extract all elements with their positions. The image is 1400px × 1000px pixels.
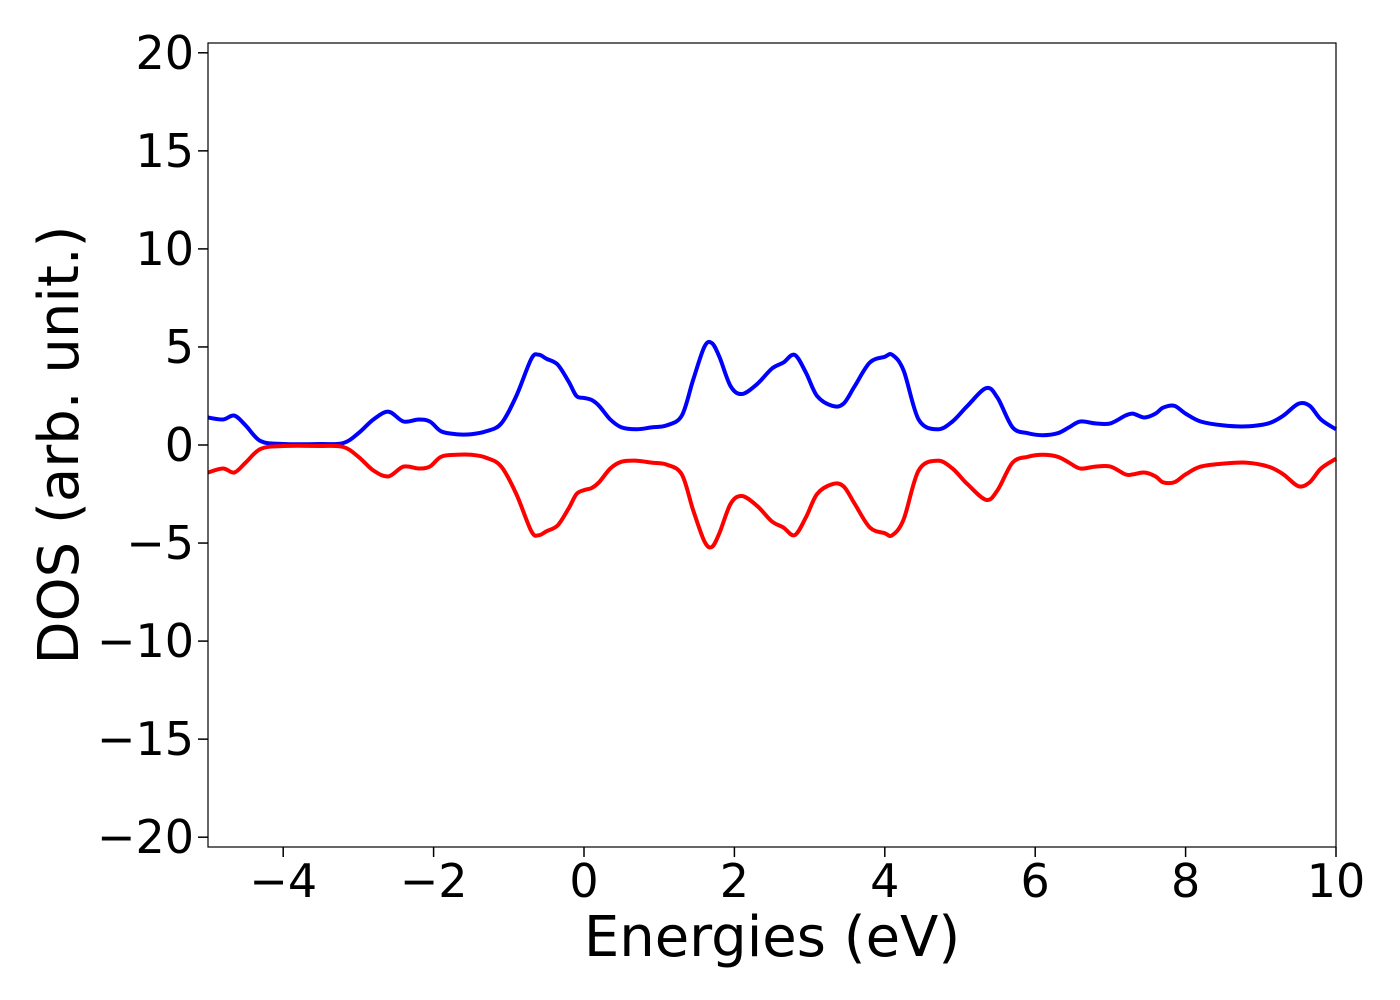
x-tick-label: 2 <box>720 854 749 908</box>
x-axis-label: Energies (eV) <box>584 905 960 970</box>
series-line-blue <box>207 339 1338 447</box>
x-tick-label: 10 <box>1307 854 1366 908</box>
series-line-red <box>207 443 1338 550</box>
y-tick-label: 0 <box>165 418 194 472</box>
y-tick-label: 5 <box>165 320 194 374</box>
x-tick-label: −2 <box>400 854 468 908</box>
x-axis-ticks: −4 −2 0 2 4 6 8 10 <box>249 847 1365 908</box>
y-tick-label: −5 <box>126 516 194 570</box>
y-tick-label: 20 <box>135 26 194 80</box>
x-tick-label: 4 <box>870 854 899 908</box>
y-tick-label: 15 <box>135 124 194 178</box>
y-tick-label: 10 <box>135 222 194 276</box>
y-axis-label: DOS (arb. unit.) <box>27 225 92 664</box>
plot-frame <box>207 42 1337 848</box>
y-tick-label: −15 <box>97 712 194 766</box>
x-tick-label: 0 <box>569 854 598 908</box>
y-axis-ticks: 20 15 10 5 0 −5 −10 −15 −20 <box>97 26 208 864</box>
x-tick-label: −4 <box>249 854 317 908</box>
series-layer <box>207 339 1338 550</box>
y-tick-label: −20 <box>97 810 194 864</box>
x-tick-label: 8 <box>1171 854 1200 908</box>
x-tick-label: 6 <box>1021 854 1050 908</box>
y-tick-label: −10 <box>97 614 194 668</box>
